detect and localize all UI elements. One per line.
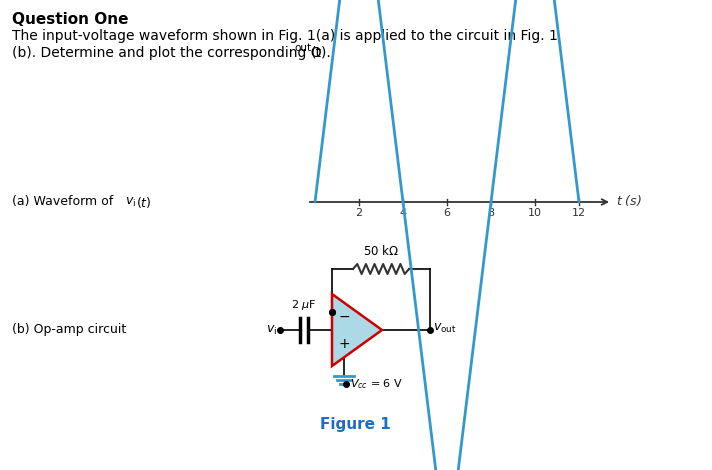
Text: 12: 12 [572,208,586,218]
Text: The input-voltage waveform shown in Fig. 1(a) is applied to the circuit in Fig. : The input-voltage waveform shown in Fig.… [12,29,558,43]
Polygon shape [332,294,382,366]
Text: out: out [294,43,311,53]
Text: Question One: Question One [12,12,128,27]
Text: $(t)$: $(t)$ [136,195,152,210]
Text: $v_\mathrm{out}$: $v_\mathrm{out}$ [433,321,456,335]
Text: (b) Op-amp circuit: (b) Op-amp circuit [12,323,126,337]
Text: Figure 1: Figure 1 [320,417,390,432]
Text: $V_{cc}$ = 6 V: $V_{cc}$ = 6 V [350,377,403,391]
Text: (t).: (t). [311,46,332,60]
Text: 4: 4 [399,208,407,218]
Text: 2 $\mu$F: 2 $\mu$F [291,298,317,312]
Text: $v_\mathrm{i}$: $v_\mathrm{i}$ [266,323,277,337]
Text: 50 k$\Omega$: 50 k$\Omega$ [363,244,399,258]
Text: (b). Determine and plot the corresponding O: (b). Determine and plot the correspondin… [12,46,322,60]
Text: 2: 2 [355,208,362,218]
Text: (a) Waveform of: (a) Waveform of [12,196,117,209]
Text: $t$ (s): $t$ (s) [616,193,642,207]
Text: 6: 6 [444,208,451,218]
Text: $+$: $+$ [338,337,350,351]
Text: $-$: $-$ [338,309,350,323]
Text: 10: 10 [528,208,542,218]
Text: 8: 8 [488,208,495,218]
Text: $v_\mathrm{i}$: $v_\mathrm{i}$ [125,196,136,209]
